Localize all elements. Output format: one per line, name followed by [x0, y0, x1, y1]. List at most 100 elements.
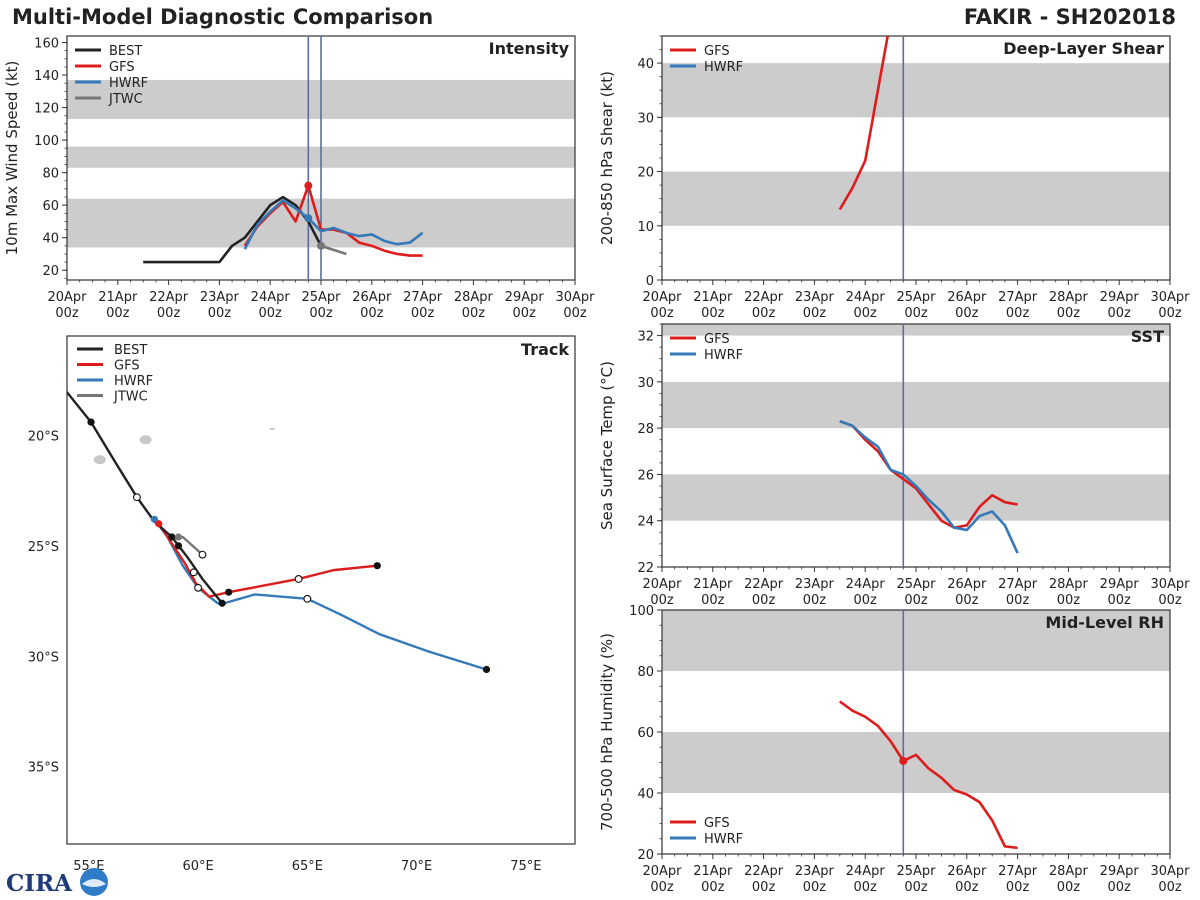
intensity-panel: 2040608010012014016020Apr00z21Apr00z22Ap…: [3, 35, 595, 321]
track-legend-label: GFS: [114, 359, 140, 374]
sst-legend-label: HWRF: [704, 348, 743, 363]
rh-series-gfs: [839, 700, 1018, 850]
intensity-ytick-label: 60: [42, 199, 59, 214]
track-marker-open-hwrf: [189, 568, 198, 577]
shear-xtick-date: 30Apr: [1150, 290, 1190, 305]
intensity-xtick-date: 25Apr: [301, 290, 341, 305]
sst-xtick-date: 23Apr: [795, 577, 835, 592]
rh-ytick-label: 20: [637, 848, 654, 863]
rh-xtick-date: 25Apr: [896, 864, 936, 879]
rh-legend-label: GFS: [704, 816, 730, 831]
shear-xtick-hour: 00z: [904, 306, 928, 321]
sst-series-hwrf: [839, 419, 1019, 554]
sst-ytick-label: 24: [637, 515, 654, 530]
shear-xtick-date: 25Apr: [896, 290, 936, 305]
track-marker-best: [168, 533, 176, 541]
intensity-xtick-date: 24Apr: [251, 290, 291, 305]
sst-ytick-label: 26: [637, 468, 654, 483]
track-frame: [66, 335, 576, 845]
sst-xtick-hour: 00z: [1158, 593, 1182, 608]
rh-xtick-date: 24Apr: [846, 864, 886, 879]
rh-xtick-date: 23Apr: [795, 864, 835, 879]
intensity-xtick-hour: 00z: [259, 306, 283, 321]
shear-xtick-date: 28Apr: [1049, 290, 1089, 305]
sst-legend-label: GFS: [704, 332, 730, 347]
intensity-xtick-date: 27Apr: [403, 290, 443, 305]
track-ytick-label: 25°S: [28, 540, 59, 555]
sst-xtick-hour: 00z: [854, 593, 878, 608]
intensity-ytick-label: 120: [34, 102, 59, 117]
storm-id: FAKIR - SH202018: [963, 5, 1176, 29]
sst-series-group: [839, 419, 1019, 554]
rh-xtick-date: 28Apr: [1049, 864, 1089, 879]
sst-xtick-hour: 00z: [650, 593, 674, 608]
track-title: Track: [521, 340, 569, 359]
cira-logo-text: CIRA: [6, 870, 73, 897]
intensity-ytick-label: 100: [34, 134, 59, 149]
track-marker-hwrf: [150, 515, 158, 523]
track-marker-best: [218, 599, 226, 607]
shear-xtick-hour: 00z: [803, 306, 827, 321]
intensity-series-group: [143, 181, 424, 264]
shear-ytick-label: 0: [646, 274, 654, 289]
shear-xtick-hour: 00z: [701, 306, 725, 321]
rh-xtick-hour: 00z: [1108, 880, 1132, 895]
shear-xtick-date: 20Apr: [642, 290, 682, 305]
intensity-legend-label: BEST: [109, 44, 142, 59]
sst-xtick-date: 30Apr: [1150, 577, 1190, 592]
shear-ytick-label: 10: [637, 220, 654, 235]
track-marker-hwrf: [482, 665, 491, 674]
track-marker-jtwc: [174, 533, 183, 541]
rh-ylabel: 700-500 hPa Humidity (%): [598, 633, 616, 831]
shear-xtick-date: 24Apr: [846, 290, 886, 305]
sst-xtick-hour: 00z: [1006, 593, 1030, 608]
track-ytick-label: 35°S: [28, 761, 59, 776]
track-xtick-label: 60°E: [182, 859, 213, 874]
track-marker-best: [87, 418, 95, 426]
rh-band: [662, 732, 1170, 793]
rh-xtick-hour: 00z: [854, 880, 878, 895]
shear-ylabel: 200-850 hPa Shear (kt): [598, 71, 616, 245]
intensity-xtick-hour: 00z: [157, 306, 181, 321]
rh-xtick-hour: 00z: [752, 880, 776, 895]
track-legend-label: BEST: [114, 343, 147, 358]
track-marker-open-jtwc: [198, 550, 207, 559]
sst-xtick-date: 20Apr: [642, 577, 682, 592]
sst-xtick-hour: 00z: [1108, 593, 1132, 608]
sst-xtick-date: 28Apr: [1049, 577, 1089, 592]
intensity-xtick-hour: 00z: [360, 306, 384, 321]
track-xtick-label: 65°E: [292, 859, 323, 874]
rh-legend-label: HWRF: [704, 832, 743, 847]
rh-xtick-hour: 00z: [1006, 880, 1030, 895]
shear-xtick-date: 29Apr: [1100, 290, 1140, 305]
rh-xtick-date: 29Apr: [1100, 864, 1140, 879]
sst-ytick-label: 28: [637, 422, 654, 437]
rh-ytick-label: 100: [629, 604, 654, 619]
rh-marker-gfs: [899, 756, 908, 765]
intensity-xtick-hour: 00z: [411, 306, 435, 321]
intensity-xtick-hour: 00z: [55, 306, 79, 321]
intensity-xtick-hour: 00z: [513, 306, 537, 321]
intensity-legend-label: JTWC: [108, 92, 143, 107]
shear-xtick-hour: 00z: [752, 306, 776, 321]
shear-xtick-hour: 00z: [1006, 306, 1030, 321]
sst-series-gfs: [839, 419, 1018, 529]
intensity-xtick-date: 20Apr: [47, 290, 87, 305]
sst-xtick-date: 22Apr: [744, 577, 784, 592]
intensity-series-best: [143, 195, 323, 264]
intensity-xtick-hour: 00z: [462, 306, 486, 321]
sst-xtick-date: 27Apr: [998, 577, 1038, 592]
rh-xtick-hour: 00z: [1158, 880, 1182, 895]
sst-xtick-date: 26Apr: [947, 577, 987, 592]
sst-title: SST: [1131, 327, 1164, 346]
sst-xtick-date: 24Apr: [846, 577, 886, 592]
rh-ytick-label: 40: [637, 787, 654, 802]
track-marker-best: [174, 542, 183, 550]
intensity-xtick-hour: 00z: [309, 306, 333, 321]
intensity-xtick-hour: 00z: [106, 306, 130, 321]
sst-xtick-hour: 00z: [803, 593, 827, 608]
shear-title: Deep-Layer Shear: [1003, 39, 1164, 58]
intensity-xtick-hour: 00z: [208, 306, 232, 321]
intensity-xtick-date: 28Apr: [454, 290, 494, 305]
track-ytick-label: 30°S: [28, 650, 59, 665]
